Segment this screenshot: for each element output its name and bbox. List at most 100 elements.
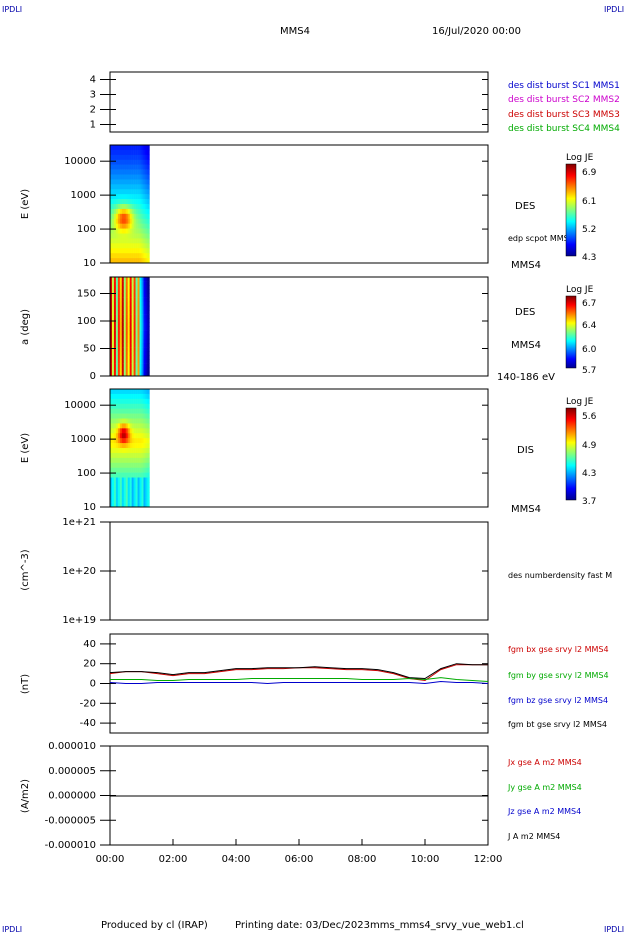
spectrogram-cell — [141, 393, 144, 400]
spectrogram-cell — [145, 326, 148, 331]
spectrogram-cell — [133, 428, 136, 434]
label-edp-scpot: edp scpot MMS4 — [508, 234, 574, 243]
spectrogram-cell — [110, 497, 113, 503]
spectrogram-cell — [129, 194, 132, 200]
spectrogram-cell — [135, 413, 138, 419]
spectrogram-cell — [123, 184, 127, 190]
spectrogram-cell — [141, 428, 144, 434]
spectrogram-cell — [125, 228, 129, 234]
spectrogram-cell — [135, 297, 138, 303]
spectrogram-cell — [111, 184, 115, 190]
spectrogram-cell — [143, 338, 146, 344]
spectrogram-cell — [129, 452, 132, 459]
panel-current-density: 0.0000100.0000050.000000-0.000005-0.0000… — [20, 741, 582, 865]
spectrogram-cell — [121, 285, 125, 290]
spectrogram-cell — [133, 297, 136, 303]
spectrogram-cell — [121, 297, 125, 303]
spectrogram-cell — [143, 389, 146, 395]
spectrogram-cell — [143, 301, 146, 307]
spectrogram-cell — [131, 204, 134, 210]
spectrogram-cell — [147, 433, 150, 439]
spectrogram-cell — [139, 305, 142, 311]
spectrogram-cell — [110, 472, 113, 478]
spectrogram-cell — [115, 145, 119, 151]
spectrogram-cell — [131, 208, 134, 215]
spectrogram-cell — [139, 462, 142, 468]
spectrogram-cell — [143, 154, 146, 161]
spectrogram-cell — [143, 164, 146, 170]
spectrogram-cell — [147, 248, 150, 254]
spectrogram-cell — [129, 169, 132, 175]
spectrogram-cell — [145, 314, 148, 319]
spectrogram-cell — [143, 403, 146, 409]
spectrogram-cell — [119, 281, 123, 286]
spectrogram-cell — [111, 233, 115, 239]
spectrogram-cell — [121, 174, 125, 180]
spectrogram-cell — [119, 305, 123, 311]
spectrogram-cell — [119, 318, 123, 323]
spectrogram-cell — [117, 238, 121, 244]
spectrogram-cell — [145, 223, 148, 229]
spectrogram-cell — [123, 314, 127, 319]
spectrogram-cell — [117, 277, 121, 282]
spectrogram-cell — [113, 467, 117, 473]
spectrogram-cell — [127, 359, 130, 364]
spectrogram-cell — [141, 433, 144, 439]
spectrogram-cell — [145, 433, 148, 439]
spectrogram-cell — [119, 174, 123, 180]
spectrogram-cell — [123, 285, 127, 290]
spectrogram-cell — [119, 467, 123, 473]
spectrogram-cell — [125, 277, 129, 282]
spectrogram-cell — [137, 253, 140, 259]
spectrogram-cell — [125, 208, 129, 215]
spectrogram-cell — [125, 154, 129, 161]
spectrogram-cell — [131, 301, 134, 307]
spectrogram-cell — [147, 253, 150, 259]
spectrogram-cell — [129, 347, 132, 352]
spectrogram-cell — [117, 164, 121, 170]
spectrogram-cell — [115, 213, 119, 220]
spectrogram-cell — [115, 487, 119, 493]
spectrogram-cell — [129, 184, 132, 190]
spectrogram-cell — [137, 322, 140, 327]
spectrogram-cell — [147, 218, 150, 224]
spectrogram-cell — [117, 467, 121, 473]
spectrogram-cell — [131, 154, 134, 161]
spectrogram-cell — [113, 428, 117, 434]
spectrogram-cell — [115, 154, 119, 161]
spectrogram-cell — [115, 258, 119, 264]
spectrogram-cell — [135, 159, 138, 165]
ytick-label: 0 — [90, 679, 96, 690]
spectrogram-cell — [143, 408, 146, 414]
spectrogram-cell — [135, 482, 138, 488]
ytick-label: 150 — [77, 289, 96, 300]
spectrogram-cell — [127, 389, 130, 395]
spectrogram-cell — [137, 169, 140, 175]
spectrogram-cell — [115, 367, 119, 373]
spectrogram-cell — [139, 297, 142, 303]
spectrogram-cell — [129, 443, 132, 449]
spectrogram-cell — [117, 248, 121, 254]
spectrogram-cell — [110, 408, 113, 414]
colorbar-tick: 4.3 — [582, 253, 596, 263]
spectrogram-cell — [133, 497, 136, 503]
spectrogram-cell — [115, 418, 119, 424]
spectrogram-cell — [141, 502, 144, 508]
spectrogram-cell — [139, 218, 142, 224]
spectrogram-cell — [133, 398, 136, 405]
spectrogram-cell — [113, 305, 117, 311]
spectrogram-cell — [147, 194, 150, 200]
spectrogram-cell — [127, 253, 130, 259]
spectrogram-cell — [125, 497, 129, 503]
spectrogram-cell — [117, 452, 121, 459]
spectrogram-cell — [123, 223, 127, 229]
spectrogram-cell — [135, 301, 138, 307]
spectrogram-cell — [133, 351, 136, 356]
spectrogram-cell — [113, 223, 117, 229]
spectrogram-cell — [139, 285, 142, 290]
spectrogram-cell — [123, 487, 127, 493]
spectrogram-cell — [111, 208, 115, 215]
spectrogram-cell — [129, 351, 132, 356]
spectrogram-cell — [129, 248, 132, 254]
spectrogram-cell — [131, 305, 134, 311]
